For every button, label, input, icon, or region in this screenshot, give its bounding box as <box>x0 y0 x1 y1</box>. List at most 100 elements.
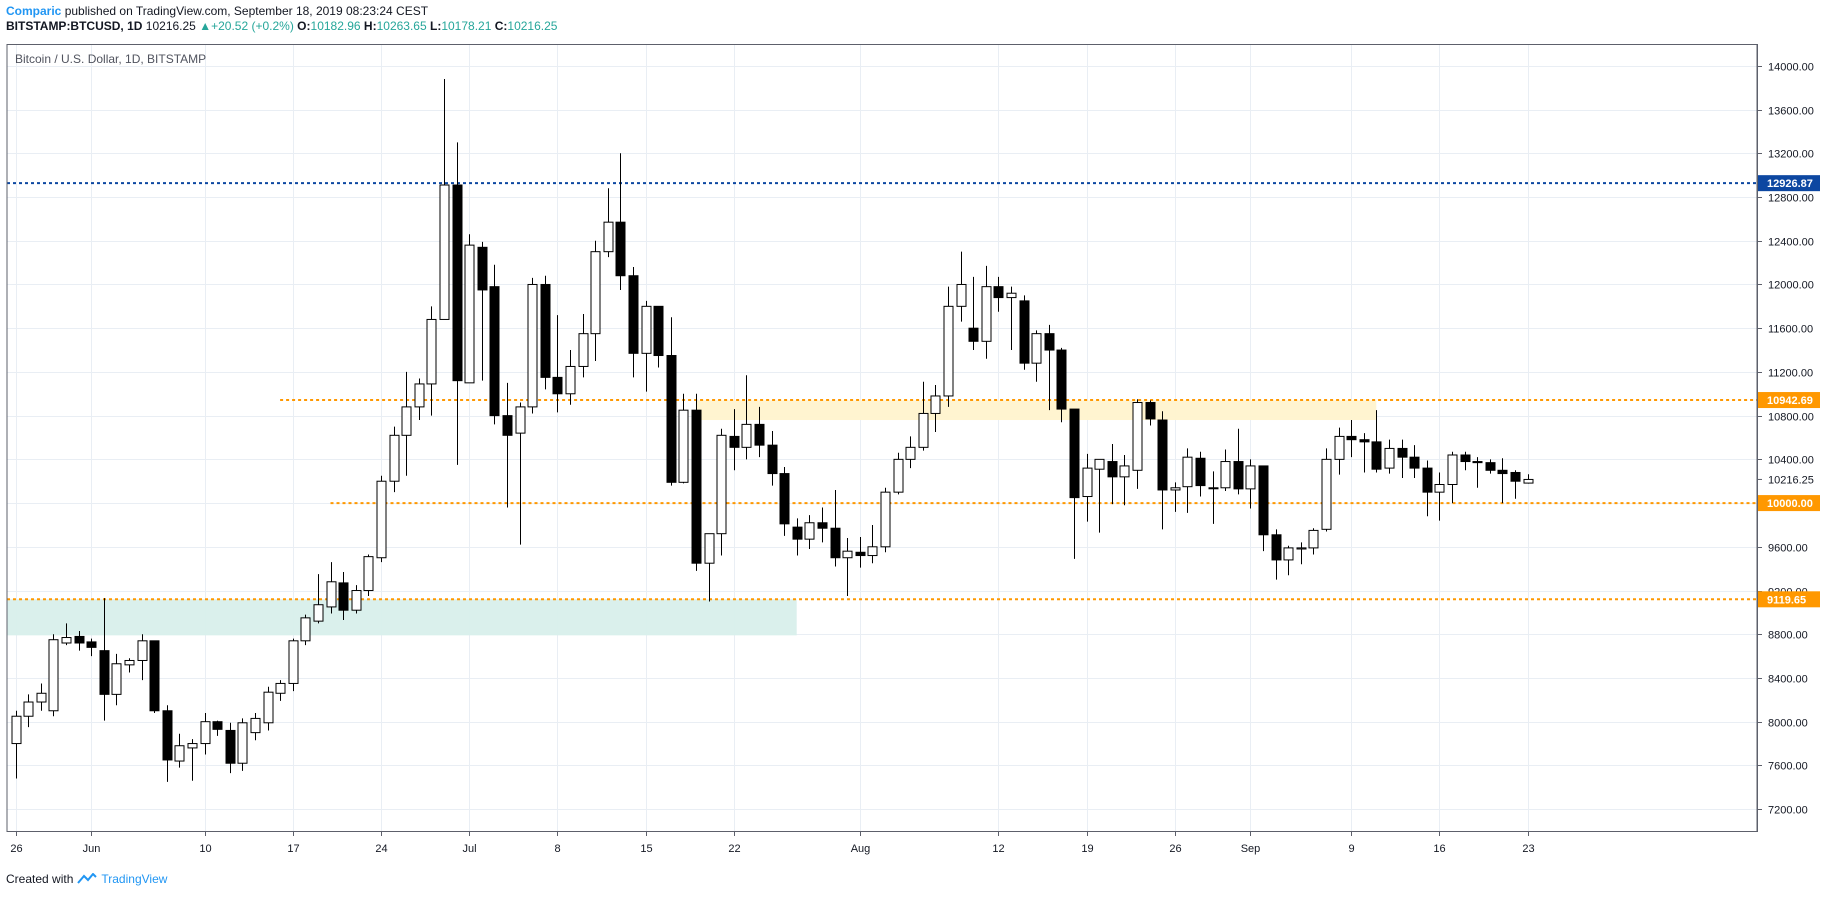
close-value: 10216.25 <box>507 19 558 33</box>
x-tick-label: Jun <box>83 843 101 855</box>
candle-body-down <box>817 522 828 529</box>
candle-body-up <box>842 550 853 559</box>
candle <box>1283 545 1294 576</box>
candle-body-down <box>628 275 639 354</box>
candle <box>48 634 59 717</box>
price-change: +20.52 (+0.2%) <box>211 19 294 33</box>
candle <box>704 533 715 602</box>
candle-body-down <box>1346 435 1357 441</box>
candle-body-up <box>1283 547 1294 561</box>
candle <box>288 638 299 692</box>
candle <box>124 658 135 673</box>
ohlc-line: BITSTAMP:BTCUSD, 1D 10216.25 ▲+20.52 (+0… <box>6 19 557 34</box>
high-label: H: <box>363 19 377 33</box>
candle-body-up <box>48 639 59 712</box>
y-tick-label: 11600.00 <box>1768 324 1813 336</box>
candle <box>716 428 727 556</box>
zone-yellow <box>695 400 1377 421</box>
candle <box>1031 330 1042 382</box>
candle <box>1094 458 1105 533</box>
x-tick-label: 12 <box>992 843 1004 855</box>
candle-body-down <box>792 526 803 540</box>
candle-body-up <box>981 286 992 342</box>
chart-header: Comparic published on TradingView.com, S… <box>6 4 557 34</box>
candle-body-up <box>61 637 72 644</box>
candle-body-up <box>187 743 198 749</box>
footer: Created with TradingView <box>6 872 167 886</box>
candle <box>1359 433 1370 473</box>
candle-body-up <box>678 409 689 483</box>
candle-body-up <box>1208 487 1219 490</box>
level-labels: 12926.87 10942.69 10000.00 9119.65 10216.25 <box>1757 175 1820 608</box>
level-10000-badge <box>1758 495 1820 512</box>
author-link[interactable]: Comparic <box>6 4 62 18</box>
candle-body-up <box>741 423 752 448</box>
candle <box>237 718 248 771</box>
candle <box>817 507 828 543</box>
candle <box>149 640 160 713</box>
candle-body-up <box>930 395 941 414</box>
zone-teal <box>7 599 797 636</box>
candle-body-up <box>376 480 387 559</box>
grid <box>7 45 1757 831</box>
candle-body-down <box>615 221 626 277</box>
x-tick-label: 9 <box>1348 843 1354 855</box>
y-tick-label: 7200.00 <box>1768 805 1808 817</box>
y-tick-label: 13200.00 <box>1768 149 1814 161</box>
candle-body-up <box>300 617 311 642</box>
candle <box>1006 286 1017 351</box>
up-arrow-icon: ▲ <box>199 19 212 33</box>
candles <box>11 78 1534 782</box>
candle-body-up <box>351 590 362 611</box>
candle-body-up <box>401 406 412 436</box>
candle <box>187 739 198 781</box>
candle <box>300 614 311 646</box>
candle-body-up <box>1006 292 1017 299</box>
resistance-12926-label: 12926.87 <box>1767 178 1813 190</box>
candle-body-up <box>956 283 967 307</box>
candle <box>1434 472 1445 521</box>
y-tick-label: 12400.00 <box>1768 237 1814 249</box>
candle-body-down <box>779 473 790 525</box>
candle-body-up <box>578 333 589 367</box>
candle <box>981 265 992 359</box>
x-tick-label: 16 <box>1433 843 1445 855</box>
symbol-label: BITSTAMP:BTCUSD, 1D <box>6 19 143 33</box>
candle <box>1195 451 1206 497</box>
candle <box>401 371 412 476</box>
candle-body-down <box>1271 534 1282 561</box>
candle <box>905 436 916 469</box>
y-tick-label: 10800.00 <box>1768 412 1814 424</box>
candle-body-up <box>603 221 614 253</box>
candle <box>1510 470 1521 499</box>
time-axis[interactable]: 26 Jun 10 17 24 Jul 8 15 22 Aug 12 19 26 Sep 9 16 23 <box>10 831 1535 855</box>
candle-body-up <box>124 659 135 666</box>
candle-body-up <box>1245 465 1256 490</box>
candle <box>452 142 463 465</box>
candle-body-down <box>855 551 866 557</box>
candle-body-down <box>86 641 97 648</box>
candle-body-up <box>1119 465 1130 478</box>
candle <box>578 313 589 378</box>
candle-body-down <box>502 415 513 436</box>
candle <box>1422 460 1433 517</box>
candle-body-down <box>1233 461 1244 490</box>
candle-body-up <box>893 458 904 493</box>
candle-body-down <box>1019 300 1030 364</box>
candle-body-down <box>754 423 765 446</box>
candle-body-up <box>1031 333 1042 364</box>
candle <box>1019 295 1030 370</box>
candle <box>1397 439 1408 478</box>
candle <box>162 705 173 782</box>
price-axis[interactable]: 7200.007600.008000.008400.008800.009200.… <box>1757 62 1814 817</box>
candle <box>842 538 853 596</box>
candle-body-up <box>1094 458 1105 470</box>
candle <box>1044 324 1055 411</box>
candle-body-up <box>641 305 652 354</box>
candle-body-down <box>540 283 551 378</box>
candle-body-up <box>1082 467 1093 498</box>
tradingview-link[interactable]: TradingView <box>101 872 168 886</box>
candle-body-up <box>313 604 324 622</box>
levels <box>7 182 1757 601</box>
